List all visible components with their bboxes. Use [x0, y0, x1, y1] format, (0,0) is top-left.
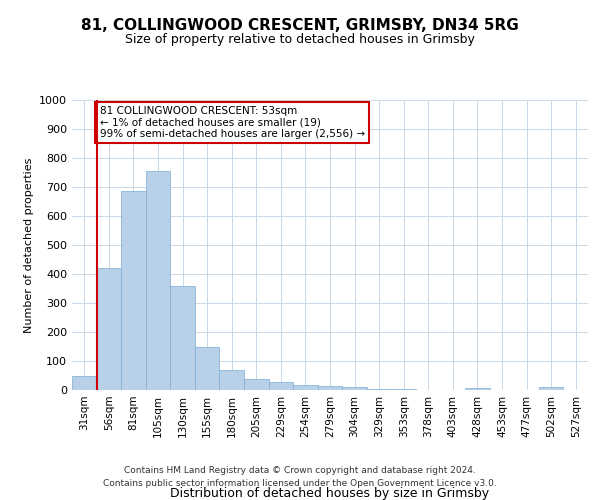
Bar [220, 370, 244, 390]
Bar [342, 388, 367, 390]
Text: 81, COLLINGWOOD CRESCENT, GRIMSBY, DN34 5RG: 81, COLLINGWOOD CRESCENT, GRIMSBY, DN34 … [81, 18, 519, 32]
Bar [269, 382, 293, 390]
Bar [318, 386, 342, 390]
Bar [72, 376, 97, 390]
Bar [121, 192, 146, 390]
Bar [293, 385, 318, 390]
Bar [97, 268, 121, 390]
Bar [465, 388, 490, 390]
Text: Size of property relative to detached houses in Grimsby: Size of property relative to detached ho… [125, 32, 475, 46]
Text: Contains HM Land Registry data © Crown copyright and database right 2024.
Contai: Contains HM Land Registry data © Crown c… [103, 466, 497, 487]
X-axis label: Distribution of detached houses by size in Grimsby: Distribution of detached houses by size … [170, 487, 490, 500]
Text: 81 COLLINGWOOD CRESCENT: 53sqm
← 1% of detached houses are smaller (19)
99% of s: 81 COLLINGWOOD CRESCENT: 53sqm ← 1% of d… [100, 106, 365, 139]
Bar [244, 379, 269, 390]
Bar [195, 346, 220, 390]
Bar [146, 171, 170, 390]
Bar [367, 388, 391, 390]
Y-axis label: Number of detached properties: Number of detached properties [23, 158, 34, 332]
Bar [539, 387, 563, 390]
Bar [170, 286, 195, 390]
